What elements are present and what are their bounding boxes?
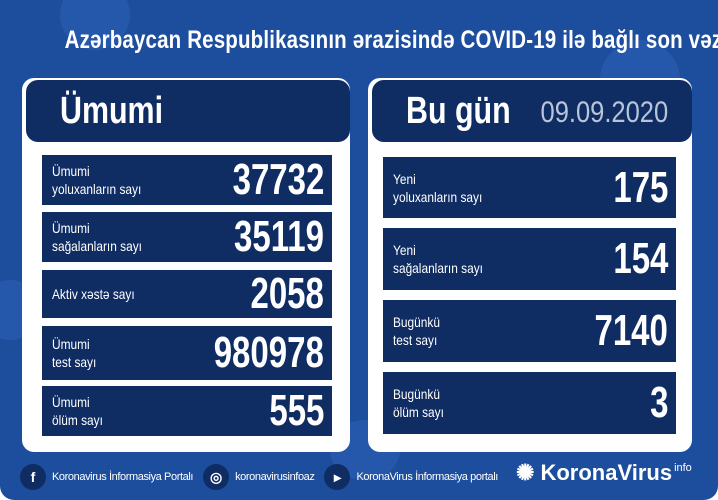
right-stat-row: Bugünkü test sayı 7140 [383, 300, 676, 362]
stat-label: Ümumi ölüm sayı [52, 394, 103, 428]
footer-links: f Koronavirus İnformasiya Portalı ◎ korona… [20, 462, 498, 492]
right-stat-row: Yeni yoluxanların sayı 175 [383, 157, 676, 218]
left-stat-row: Ümumi test sayı 980978 [42, 326, 332, 380]
stat-value: 2058 [250, 269, 324, 318]
stat-label: Bugünkü ölüm sayı [393, 386, 444, 420]
instagram-link[interactable]: ◎ koronavirusinfoaz [203, 462, 315, 492]
page-title: Azərbaycan Respublikasının ərazisində CO… [64, 26, 718, 54]
left-stat-row: Ümumi ölüm sayı 555 [42, 386, 332, 436]
stat-value: 555 [268, 386, 324, 435]
stat-value: 3 [649, 378, 668, 427]
youtube-link[interactable]: ▸ KoronaVirus İnformasiya portalı [324, 462, 498, 492]
sun-virus-icon: ✺ [516, 460, 535, 485]
stat-label: Ümumi test sayı [52, 336, 97, 370]
stat-label: Yeni yoluxanların sayı [393, 170, 483, 205]
right-stat-row: Yeni sağalanların sayı 154 [383, 228, 676, 290]
koronavirus-logo: ✺ KoronaVirus info [516, 460, 692, 485]
left-stat-row: Aktiv xəstə sayı 2058 [42, 269, 332, 318]
total-header: Ümumi [26, 80, 350, 142]
stat-value: 175 [612, 162, 668, 212]
right-stat-row: Bugünkü ölüm sayı 3 [383, 372, 676, 434]
stat-value: 7140 [594, 306, 668, 355]
stat-label: Ümumi yoluxanların sayı [52, 163, 142, 197]
stat-value: 980978 [213, 328, 324, 377]
facebook-link[interactable]: f Koronavirus İnformasiya Portalı [20, 462, 193, 492]
date: 09.09.2020 [540, 96, 668, 129]
left-stat-row: Ümumi sağalanların sayı 35119 [42, 212, 332, 262]
stat-value: 35119 [234, 212, 324, 261]
stat-value: 154 [612, 234, 668, 283]
stat-value: 37732 [232, 155, 324, 204]
instagram-icon: ◎ [203, 464, 230, 490]
left-stat-row: Ümumi yoluxanların sayı 37732 [42, 155, 332, 205]
today-header: Bu gün 09.09.2020 [372, 80, 692, 142]
facebook-icon: f [20, 464, 46, 490]
stat-label: Bugünkü test sayı [393, 314, 440, 348]
youtube-icon: ▸ [324, 464, 351, 490]
stat-label: Ümumi sağalanların sayı [52, 220, 142, 254]
stat-label: Yeni sağalanların sayı [393, 242, 483, 276]
stat-label: Aktiv xəstə sayı [52, 286, 135, 302]
